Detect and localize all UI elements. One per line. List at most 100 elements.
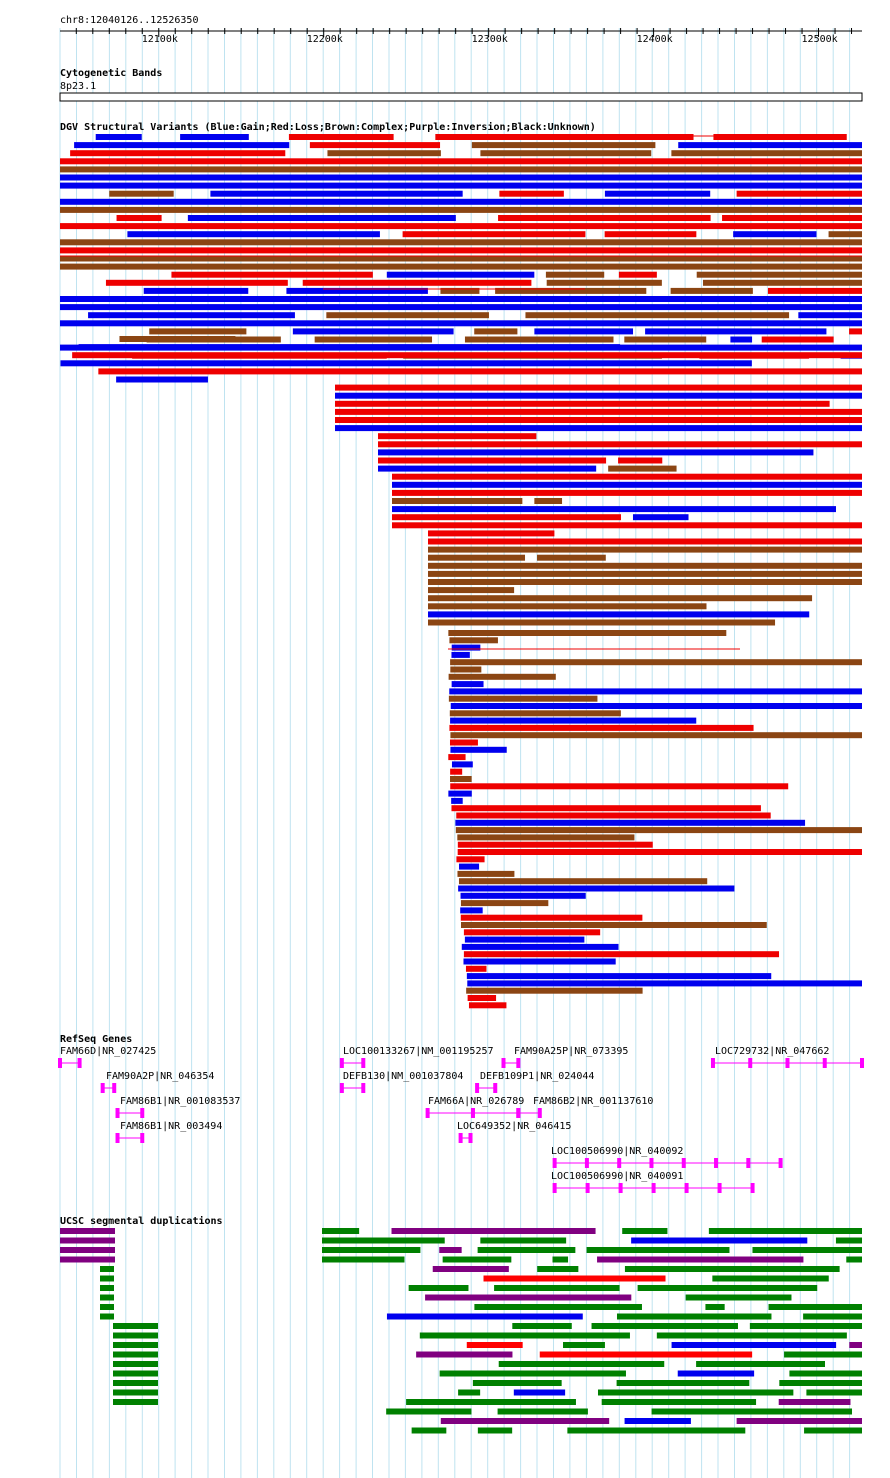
gene-label[interactable]: FAM90A2P|NR_046354 bbox=[106, 1071, 215, 1082]
dgv-variant bbox=[604, 190, 711, 197]
dgv-variant bbox=[435, 134, 694, 140]
dgv-variant bbox=[703, 279, 862, 286]
gene-exon bbox=[649, 1158, 654, 1168]
dgv-variant bbox=[460, 914, 643, 921]
dgv-variant bbox=[480, 150, 652, 157]
gene-exon bbox=[493, 1083, 498, 1093]
gene-exon bbox=[361, 1083, 366, 1093]
gene-label[interactable]: FAM66A|NR_026789 bbox=[428, 1096, 525, 1107]
dgv-variant bbox=[392, 506, 836, 513]
gene-label[interactable]: LOC100506990|NR_040092 bbox=[551, 1146, 684, 1157]
ruler-tick-label: 12200k bbox=[306, 34, 343, 45]
dgv-variant bbox=[448, 790, 472, 797]
refseq-track-title[interactable]: RefSeq Genes bbox=[60, 1034, 133, 1045]
segdup-block bbox=[552, 1256, 569, 1263]
dgv-variant bbox=[670, 287, 753, 294]
segdup-block bbox=[849, 1342, 862, 1348]
segdup-block bbox=[113, 1351, 158, 1358]
segdup-block bbox=[708, 1228, 862, 1234]
dgv-variant bbox=[608, 465, 677, 472]
dgv-variant bbox=[402, 231, 586, 238]
segdup-block bbox=[752, 1247, 862, 1253]
dgv-variant bbox=[335, 400, 830, 407]
ruler-tick-label: 12100k bbox=[141, 34, 178, 45]
dgv-variant bbox=[450, 768, 463, 775]
segdup-block bbox=[466, 1342, 523, 1348]
dgv-variant bbox=[459, 863, 480, 870]
segdup-block bbox=[537, 1266, 579, 1272]
dgv-variant bbox=[187, 215, 456, 221]
gene-label[interactable]: LOC729732|NR_047662 bbox=[715, 1046, 830, 1057]
segdup-block bbox=[322, 1237, 445, 1244]
dgv-variant bbox=[534, 498, 563, 504]
dgv-variant bbox=[428, 562, 862, 569]
dgv-variant bbox=[60, 263, 862, 270]
segdups-track-title[interactable]: UCSC segmental duplications bbox=[60, 1216, 223, 1227]
gene-exon bbox=[537, 1108, 542, 1118]
gene-label[interactable]: FAM90A25P|NR_073395 bbox=[514, 1046, 629, 1057]
dgv-variant bbox=[463, 958, 616, 965]
dgv-variant bbox=[314, 336, 433, 343]
dgv-variant bbox=[458, 878, 708, 885]
dgv-variant bbox=[450, 732, 862, 739]
dgv-variant bbox=[761, 336, 834, 343]
segdup-block bbox=[631, 1237, 808, 1244]
gene-exon bbox=[746, 1158, 751, 1168]
dgv-variant bbox=[335, 417, 862, 423]
gene-label[interactable]: LOC100133267|NM_001195257 bbox=[343, 1046, 494, 1057]
dgv-variant bbox=[460, 892, 586, 899]
cytobands-track-title[interactable]: Cytogenetic Bands bbox=[60, 68, 163, 79]
segdup-block bbox=[768, 1304, 862, 1310]
dgv-variant bbox=[464, 336, 614, 343]
dgv-variant bbox=[378, 449, 814, 456]
dgv-variant bbox=[449, 637, 498, 644]
gene-exon bbox=[361, 1058, 366, 1068]
dgv-variant bbox=[149, 328, 247, 335]
gene-label[interactable]: FAM86B1|NR_003494 bbox=[120, 1121, 223, 1132]
ruler-tick-label: 12500k bbox=[801, 34, 838, 45]
segdup-block bbox=[806, 1389, 862, 1396]
gene-label[interactable]: FAM66D|NR_027425 bbox=[60, 1046, 157, 1057]
cytoband-label[interactable]: 8p23.1 bbox=[60, 81, 97, 92]
segdup-block bbox=[656, 1332, 847, 1339]
gene-exon bbox=[475, 1083, 480, 1093]
gene-label[interactable]: DEFB130|NM_001037804 bbox=[343, 1071, 464, 1082]
dgv-variant bbox=[60, 360, 752, 367]
gene-label[interactable]: FAM86B2|NR_001137610 bbox=[533, 1096, 654, 1107]
segdup-block bbox=[563, 1342, 605, 1348]
dgv-variant bbox=[116, 376, 208, 383]
segdup-block bbox=[494, 1285, 620, 1291]
dgv-variant bbox=[428, 570, 862, 577]
dgv-variant bbox=[463, 951, 780, 958]
dgv-variant bbox=[60, 296, 862, 302]
gene-exon bbox=[516, 1058, 521, 1068]
gene-label[interactable]: FAM86B1|NR_001083537 bbox=[120, 1096, 241, 1107]
gene-exon bbox=[684, 1183, 689, 1193]
segdup-block bbox=[736, 1418, 862, 1424]
dgv-variant bbox=[450, 783, 789, 790]
dgv-variant bbox=[465, 965, 487, 972]
gene-label[interactable]: DEFB109P1|NR_024044 bbox=[480, 1071, 595, 1082]
segdup-block bbox=[624, 1266, 840, 1272]
dgv-variant bbox=[450, 746, 507, 753]
dgv-variant bbox=[499, 190, 564, 197]
dgv-variant bbox=[335, 392, 862, 399]
dgv-variant bbox=[474, 328, 518, 335]
dgv-variant bbox=[428, 554, 526, 561]
gene-label[interactable]: LOC649352|NR_046415 bbox=[457, 1121, 572, 1132]
segdup-block bbox=[425, 1294, 632, 1301]
segdup-block bbox=[705, 1304, 725, 1310]
gene-label[interactable]: LOC100506990|NR_040091 bbox=[551, 1171, 684, 1182]
dgv-variant bbox=[455, 819, 806, 826]
dgv-track-title[interactable]: DGV Structural Variants (Blue:Gain;Red:L… bbox=[60, 122, 596, 133]
dgv-variant bbox=[448, 695, 598, 702]
segdup-block bbox=[778, 1399, 851, 1405]
dgv-variant bbox=[849, 328, 862, 335]
segdup-block bbox=[100, 1275, 114, 1282]
segdup-block bbox=[113, 1389, 158, 1396]
dgv-variant bbox=[457, 849, 862, 855]
dgv-variant bbox=[448, 754, 466, 761]
dgv-variant bbox=[545, 271, 605, 278]
position-label: chr8:12040126..12526350 bbox=[60, 15, 199, 26]
